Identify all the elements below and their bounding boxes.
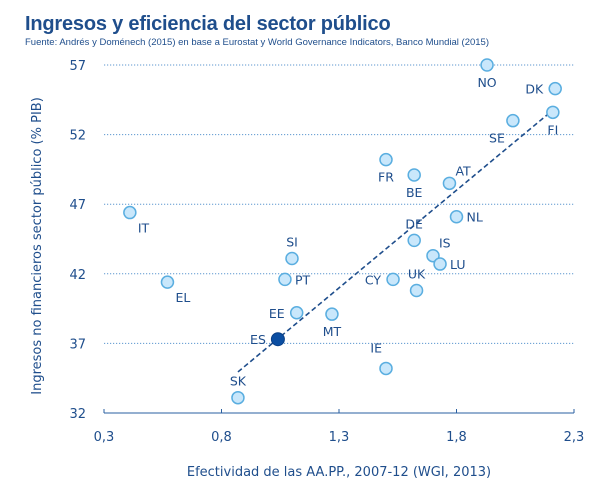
point-label-pt: PT [295,272,311,287]
point-label-el: EL [175,290,190,305]
trendline [237,107,556,373]
x-axis-title: Efectividad de las AA.PP., 2007-12 (WGI,… [187,465,491,480]
y-tick-label: 42 [69,268,86,283]
point-label-ee: EE [269,306,285,321]
point-label-sk: SK [230,374,247,389]
x-tick-label: 2,3 [564,430,585,445]
data-point-fi [546,105,560,120]
point-label-de: DE [405,216,423,231]
point-label-lu: LU [450,257,466,272]
data-points [123,58,562,405]
data-point-lu [433,257,447,271]
trendline-group [237,107,556,373]
data-point-be [407,168,421,182]
data-point-de [407,233,421,248]
data-point-nl [449,209,464,224]
y-tick-label: 32 [69,407,86,422]
x-tick-label: 1,8 [446,430,467,445]
chart-subtitle: Fuente: Andrés y Doménech (2015) en base… [25,37,489,48]
x-tick-label: 1,3 [329,430,350,445]
data-point-mt [325,307,339,321]
point-label-uk: UK [408,267,426,282]
y-tick-label: 47 [69,198,86,213]
data-point-cy [386,272,400,287]
point-label-si: SI [286,234,298,249]
data-point-si [285,251,299,266]
point-label-fr: FR [378,170,394,185]
data-point-pt [278,272,292,287]
point-label-se: SE [489,131,505,146]
y-tick-label: 57 [69,59,86,74]
data-point-it [123,205,137,220]
data-point-dk [548,81,562,96]
point-label-it: IT [138,221,150,236]
y-tick-label: 37 [69,337,86,352]
gridlines [104,64,574,344]
point-label-cy: CY [365,272,382,287]
point-label-be: BE [406,185,423,200]
data-point-ie [379,361,393,376]
point-label-mt: MT [323,324,342,339]
tick-labels: 0,3 0,8 1,3 1,8 2,3 32 37 42 47 52 57 [69,59,584,445]
point-label-ie: IE [370,340,382,355]
data-point-el [160,275,175,289]
y-axis-title: Ingresos no financieros sector público (… [30,97,45,395]
data-point-fr [379,152,393,167]
data-point-es [270,332,285,347]
point-label-dk: DK [525,82,544,97]
data-point-ee [289,306,304,320]
point-label-at: AT [455,163,471,178]
point-label-nl: NL [467,210,483,225]
data-point-sk [231,390,245,405]
point-label-no: NO [477,75,496,90]
point-label-fi: FI [547,122,558,137]
data-point-no [480,58,494,72]
point-labels: NO DK FI SE FR BE AT NL IT DE IS SI LU PT CY EL UK EE MT ES… [138,75,558,389]
x-tick-label: 0,8 [211,430,232,445]
data-point-se [506,113,520,128]
point-label-is: IS [439,236,451,251]
chart-title: Ingresos y eficiencia del sector público [25,13,391,35]
y-tick-label: 52 [69,129,86,144]
x-tick-label: 0,3 [94,430,115,445]
data-point-uk [409,283,424,298]
data-point-at [442,176,457,191]
point-label-es: ES [250,332,266,347]
axes [103,409,575,414]
